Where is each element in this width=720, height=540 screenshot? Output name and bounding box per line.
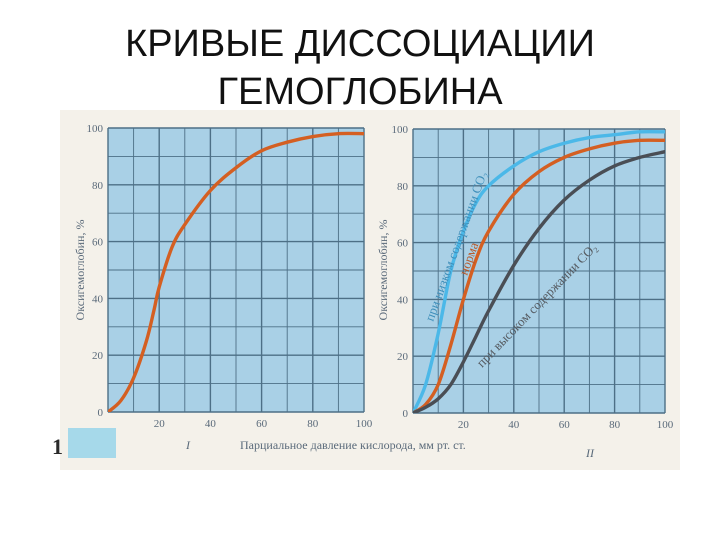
series-line-2 <box>413 150 665 413</box>
series-line-1 <box>413 138 665 413</box>
x-tick-label: 20 <box>154 418 166 430</box>
y-tick-label: 0 <box>403 408 409 420</box>
y-tick-label: 60 <box>92 237 104 249</box>
slide-title: КРИВЫЕ ДИССОЦИАЦИИ ГЕМОГЛОБИНА <box>0 20 720 116</box>
y-tick-label: 0 <box>98 407 104 419</box>
chart-panel-right: 20 40 60 80 100 0 20 40 60 80 100 <box>392 124 674 431</box>
y-axis-label-left: Оксигемоглобин, % <box>73 220 87 321</box>
x-tick-label: 60 <box>256 418 268 430</box>
x-tick-label: 40 <box>205 418 217 430</box>
x-tick-label: 100 <box>356 418 373 430</box>
panel-label-left: I <box>185 438 191 452</box>
title-line-2: ГЕМОГЛОБИНА <box>217 71 503 113</box>
y-tick-label: 20 <box>397 351 409 363</box>
x-tick-label: 60 <box>559 419 571 431</box>
figure-number: 1 <box>52 434 63 459</box>
y-tick-label: 100 <box>87 123 104 135</box>
series-group <box>108 131 364 412</box>
x-axis-label: Парциальное давление кислорода, мм рт. с… <box>240 438 466 452</box>
x-tick-label: 40 <box>508 419 520 431</box>
x-tick-label: 80 <box>609 419 621 431</box>
x-tick-label: 20 <box>458 419 470 431</box>
series-line-0 <box>413 129 665 413</box>
y-tick-label: 80 <box>92 180 104 192</box>
caption-box <box>68 428 116 458</box>
x-tick-label: 80 <box>307 418 319 430</box>
y-tick-label: 40 <box>92 293 104 305</box>
x-tick-label: 100 <box>657 419 674 431</box>
y-axis-label-right: Оксигемоглобин, % <box>376 220 390 321</box>
chart-panel-left: 20 40 60 80 100 0 20 40 60 80 100 <box>87 123 373 430</box>
series-group <box>413 129 665 413</box>
title-line-1: КРИВЫЕ ДИССОЦИАЦИИ <box>125 23 595 65</box>
series-line-0 <box>108 131 364 412</box>
y-tick-label: 40 <box>397 294 409 306</box>
y-tick-label: 20 <box>92 350 104 362</box>
y-tick-label: 100 <box>392 124 409 136</box>
panel-label-right: II <box>585 446 595 460</box>
y-tick-label: 80 <box>397 181 409 193</box>
y-tick-label: 60 <box>397 238 409 250</box>
